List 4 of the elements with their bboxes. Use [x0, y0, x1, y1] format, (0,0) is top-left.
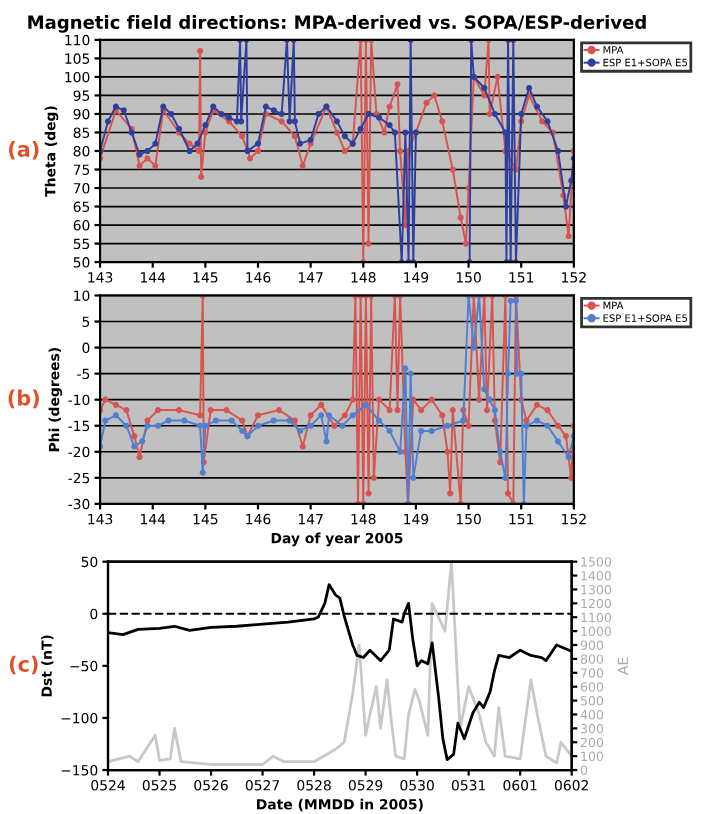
text: (c) — [9, 655, 38, 675]
chart-title: Magnetic field directions: MPA-derived vs. SOPA/ESP-derived — [28, 15, 646, 33]
text: (b) — [8, 389, 39, 409]
text: (a) — [9, 140, 39, 160]
